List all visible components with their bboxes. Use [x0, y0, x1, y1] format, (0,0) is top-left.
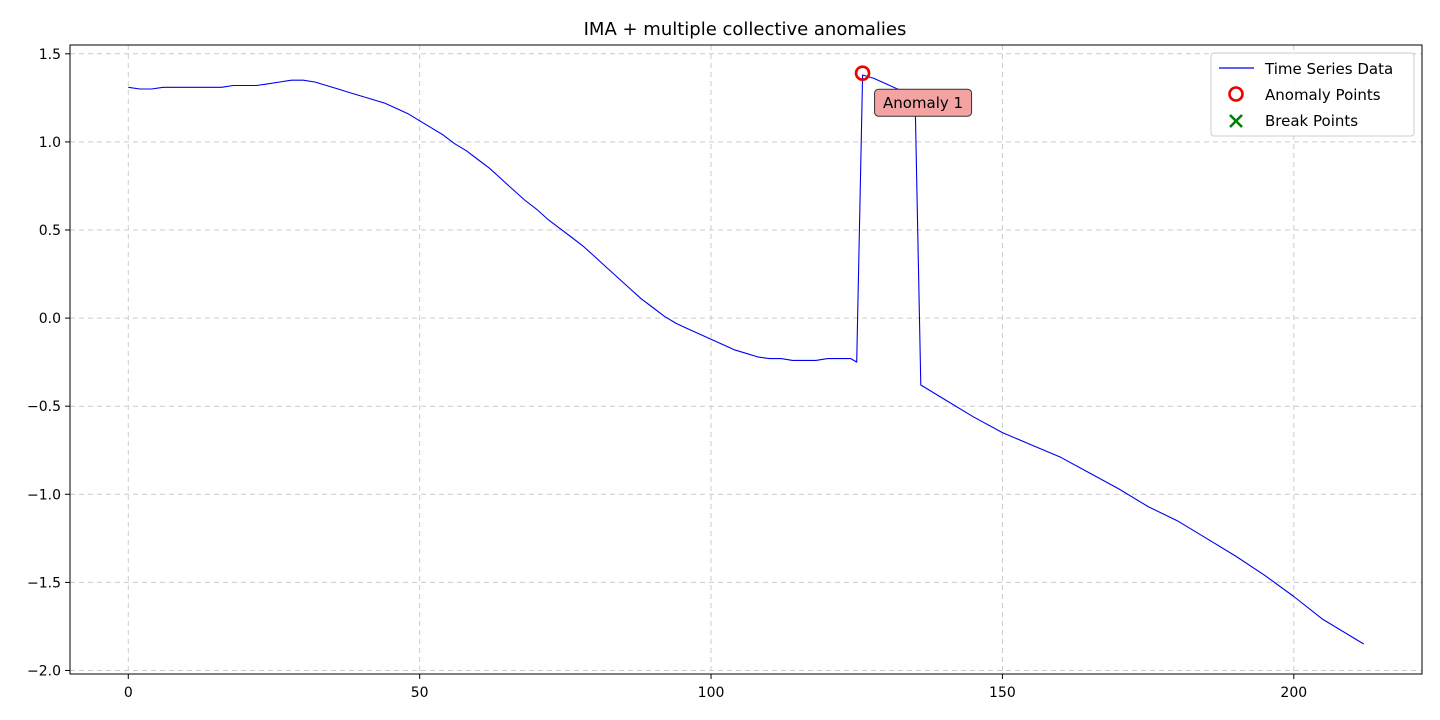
y-tick-label: 0.0: [39, 311, 61, 327]
plot-frame: [69, 44, 1423, 675]
y-tick-label: 1.5: [39, 47, 61, 63]
x-tick-label: 200: [1280, 685, 1307, 701]
series-layer: [128, 65, 1364, 645]
annotation-box: [874, 88, 973, 117]
legend-box: [1210, 52, 1415, 137]
x-tick-label: 50: [411, 685, 429, 701]
x-tick-label: 150: [989, 685, 1016, 701]
legend: Time Series Data Anomaly Points Break Poin…: [1210, 52, 1415, 137]
chart-title: IMA + multiple collective anomalies: [584, 19, 907, 40]
y-tick-label: −1.5: [27, 575, 61, 591]
anomaly-point: [854, 65, 871, 81]
annotation-label: Anomaly 1: [883, 94, 963, 112]
grid: [70, 45, 1422, 674]
series-line-0: [128, 74, 1364, 645]
y-tick-label: 0.5: [39, 223, 61, 239]
y-tick-label: 1.0: [39, 135, 61, 151]
x-tick-label: 100: [698, 685, 725, 701]
legend-swatch-break: [1229, 114, 1243, 128]
legend-label-break: Break Points: [1265, 112, 1358, 130]
x-tick-label: 0: [124, 685, 133, 701]
legend-label-series: Time Series Data: [1264, 60, 1393, 78]
y-tick-label: −1.0: [27, 487, 61, 503]
annotation-layer: Anomaly 1: [874, 88, 973, 117]
legend-swatch-anomaly: [1228, 86, 1244, 102]
y-tick-label: −0.5: [27, 399, 61, 415]
axes-layer: 0 50 100 150 200 1.5 1.0 0.5 0.0 −0.5 −1.0 −1.5 −2.0: [27, 44, 1423, 701]
legend-label-anomaly: Anomaly Points: [1265, 86, 1381, 104]
y-tick-label: −2.0: [27, 663, 61, 679]
